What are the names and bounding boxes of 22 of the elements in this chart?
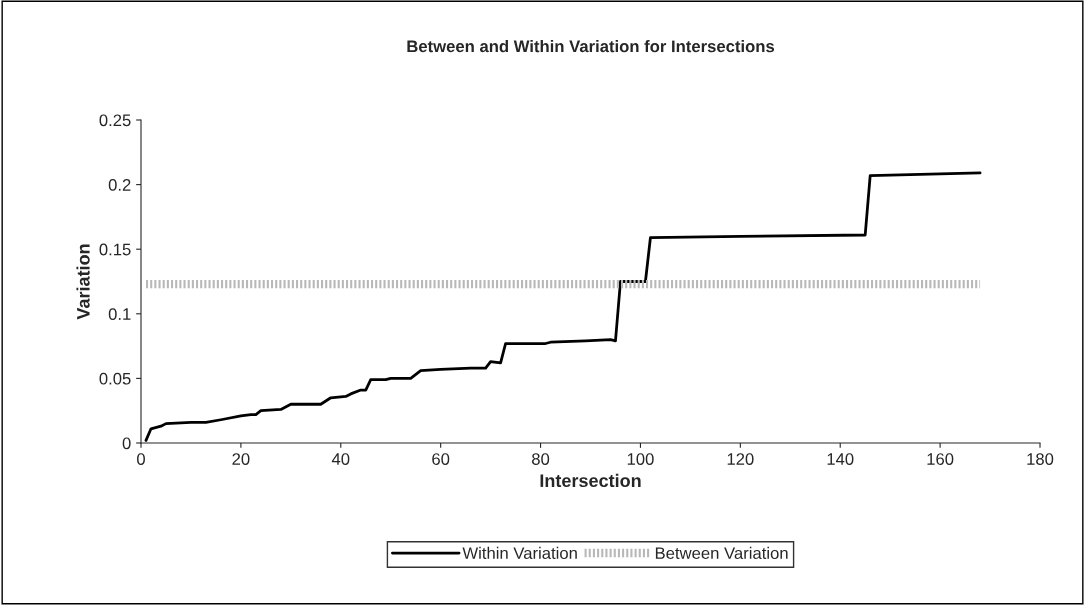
legend-label: Within Variation: [462, 546, 577, 560]
x-tick-label: 100: [627, 453, 654, 465]
chart-title: Between and Within Variation for Intersections: [407, 40, 775, 53]
y-tick-label: 0.15: [99, 243, 131, 256]
x-tick-label: 140: [827, 453, 854, 465]
x-tick-label: 180: [1027, 453, 1054, 465]
x-tick-label: 80: [532, 453, 550, 465]
x-tick-label: 60: [432, 453, 450, 465]
x-tick-label: 40: [331, 453, 350, 465]
x-tick-label: 0: [137, 453, 145, 465]
x-tick-label: 120: [727, 453, 754, 465]
y-tick-label: 0.25: [99, 114, 131, 127]
x-tick-label: 20: [232, 453, 250, 465]
y-tick-label: 0.1: [108, 308, 131, 320]
legend-label: Between Variation: [655, 546, 788, 560]
y-axis-title: Variation: [76, 244, 90, 320]
y-tick-label: 0.05: [99, 372, 131, 385]
line-series: [144, 171, 982, 442]
x-axis-title: Intersection: [540, 473, 641, 488]
x-tick-label: 160: [927, 453, 954, 465]
y-tick-label: 0.2: [108, 179, 131, 191]
y-tick-label: 0: [122, 437, 131, 450]
